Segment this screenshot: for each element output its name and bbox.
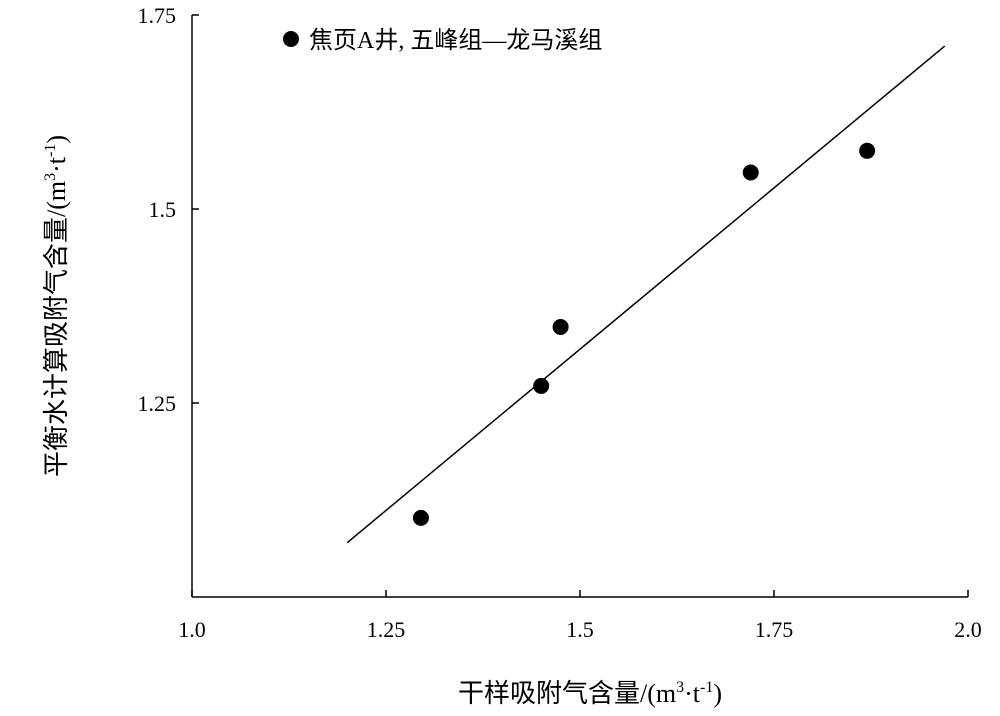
x-tick-label: 1.0 — [178, 617, 206, 642]
x-tick-label: 1.5 — [566, 617, 594, 642]
y-axis-title: 平衡水计算吸附气含量/(m3·t-1) — [42, 135, 71, 477]
x-axis-title: 干样吸附气含量/(m3·t-1) — [458, 679, 722, 708]
legend-label: 焦页A井, 五峰组—龙马溪组 — [309, 27, 602, 54]
axes — [191, 15, 968, 598]
x-tick-label: 2.0 — [954, 617, 982, 642]
y-tick-label: 1.25 — [138, 391, 177, 416]
data-point — [533, 377, 550, 394]
data-point — [552, 318, 569, 335]
trendline — [346, 45, 946, 544]
x-axis-ticks: 1.0 1.25 1.5 1.75 2.0 — [178, 590, 982, 642]
y-axis-ticks: 1.25 1.5 1.75 — [138, 3, 199, 416]
x-tick-label: 1.75 — [755, 617, 794, 642]
legend-marker — [283, 31, 299, 47]
data-point — [742, 164, 759, 181]
y-tick-label: 1.75 — [138, 3, 177, 28]
data-points — [412, 142, 876, 526]
trendline-group — [346, 45, 946, 544]
legend: 焦页A井, 五峰组—龙马溪组 — [283, 27, 602, 54]
x-tick-label: 1.25 — [367, 617, 406, 642]
data-point — [859, 142, 876, 159]
y-tick-label: 1.5 — [149, 197, 177, 222]
data-point — [412, 509, 429, 526]
